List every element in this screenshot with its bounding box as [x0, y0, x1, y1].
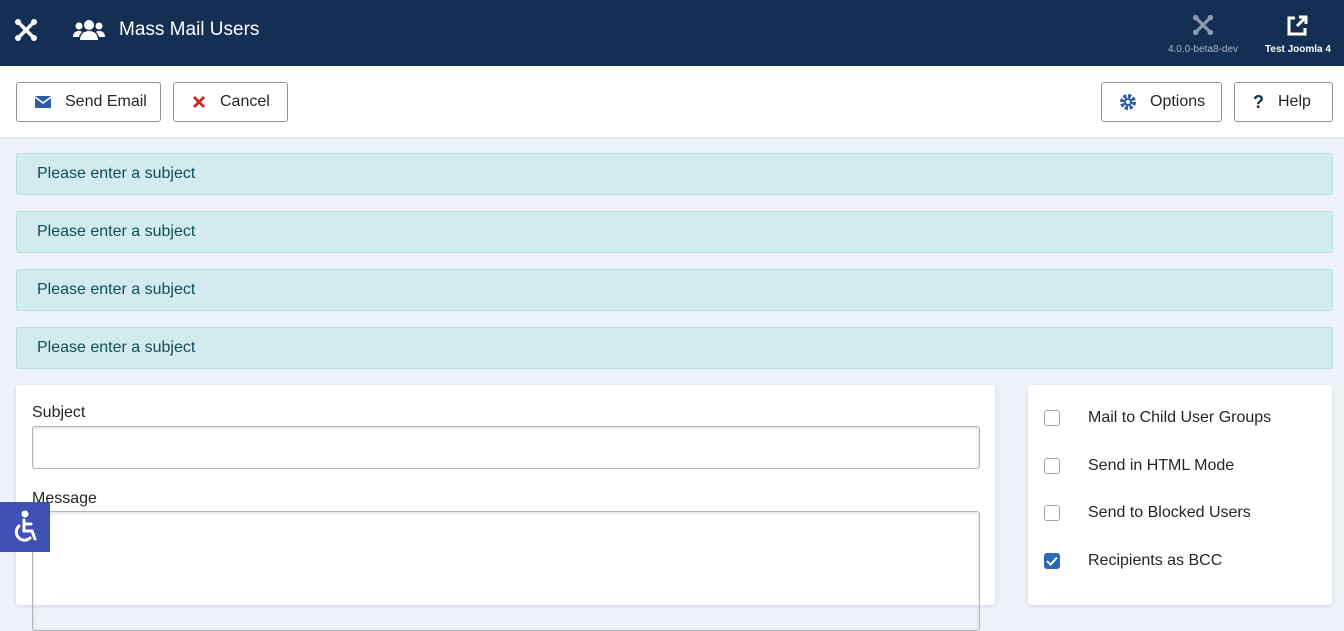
- option-label: Send to Blocked Users: [1088, 504, 1251, 521]
- subject-input[interactable]: [32, 426, 980, 469]
- page-title: Mass Mail Users: [119, 19, 260, 40]
- x-icon: [193, 96, 205, 108]
- accessibility-icon: [14, 510, 37, 542]
- checkbox[interactable]: [1044, 505, 1060, 521]
- checkbox[interactable]: [1044, 410, 1060, 426]
- version: 4.0.0-beta8-dev: [1167, 44, 1239, 55]
- button-label: Help: [1278, 93, 1311, 110]
- options-button[interactable]: Options: [1101, 82, 1222, 122]
- option-row: Recipients as BCC: [1044, 552, 1222, 570]
- alert: Please enter a subject: [16, 211, 1333, 253]
- envelope-icon: [35, 96, 51, 108]
- button-label: Options: [1150, 93, 1206, 110]
- alert: Please enter a subject: [16, 327, 1333, 369]
- button-label: Send Email: [65, 93, 147, 110]
- button-label: Cancel: [220, 93, 270, 110]
- option-row: Send in HTML Mode: [1044, 457, 1234, 475]
- question-icon: ?: [1253, 91, 1264, 112]
- gear-icon: [1120, 94, 1136, 110]
- option-label: Mail to Child User Groups: [1088, 409, 1272, 426]
- header: Mass Mail Users 4.0.0-beta8-dev Test Joo…: [0, 0, 1344, 66]
- external-icon[interactable]: [1285, 14, 1309, 38]
- help-button[interactable]: ? Help: [1234, 82, 1333, 122]
- alert: Please enter a subject: [16, 269, 1333, 311]
- option-label: Send in HTML Mode: [1088, 456, 1235, 474]
- checkbox[interactable]: [1044, 552, 1060, 569]
- option-label: Recipients as BCC: [1088, 551, 1223, 569]
- check-mark: [1046, 556, 1058, 566]
- option-row: Mail to Child User Groups: [1044, 409, 1271, 427]
- alert: Please enter a subject: [16, 153, 1333, 195]
- joomla-logo[interactable]: [14, 18, 38, 42]
- options-card: Mail to Child User Groups Send in HTML Mo…: [1028, 385, 1332, 605]
- version-logo: [1192, 14, 1214, 36]
- message-input[interactable]: [32, 511, 980, 631]
- option-row: Send to Blocked Users: [1044, 504, 1251, 522]
- accessibility-button[interactable]: [0, 502, 50, 552]
- subject-label: Subject: [32, 404, 86, 421]
- site-name[interactable]: Test Joomla 4: [1265, 44, 1331, 55]
- users-icon: [73, 20, 105, 40]
- mail-form: Subject Message: [16, 385, 995, 631]
- cancel-button[interactable]: Cancel: [173, 82, 288, 122]
- checkbox[interactable]: [1044, 457, 1060, 474]
- toolbar: Send Email Cancel Options ? Help: [0, 66, 1344, 137]
- send-button[interactable]: Send Email: [16, 82, 161, 122]
